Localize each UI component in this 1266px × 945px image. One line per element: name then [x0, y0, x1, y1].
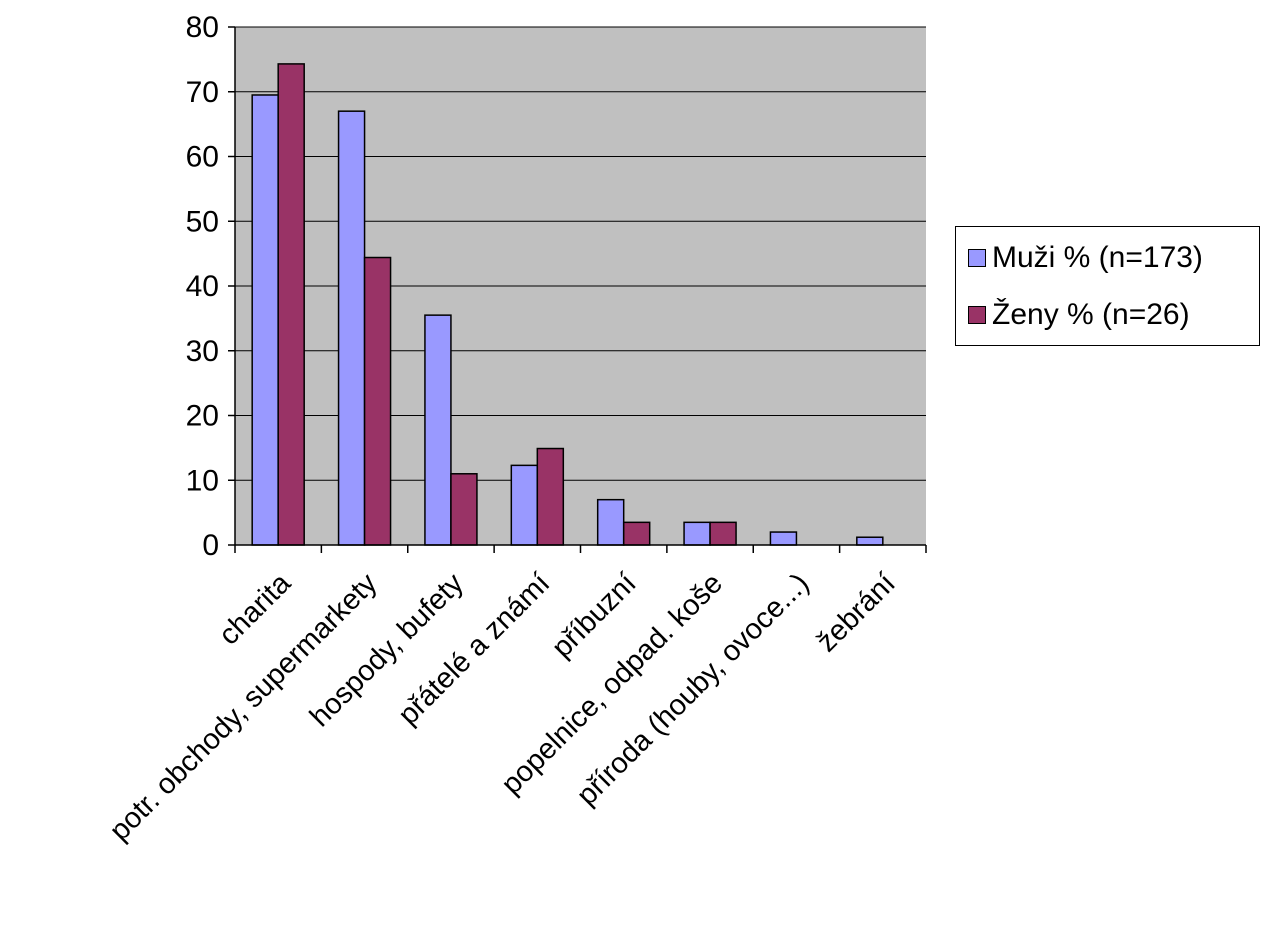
- bar: [536, 447, 565, 546]
- bar: [622, 521, 651, 546]
- bar: [337, 110, 366, 546]
- bar: [510, 464, 539, 546]
- y-tick-labels: 0 10 20 30 40 50 60 70 80: [186, 11, 219, 562]
- legend-swatch-zeny: [968, 306, 986, 324]
- x-tick-label: charita: [213, 567, 298, 652]
- legend-swatch-muzi: [968, 249, 986, 267]
- y-tick-label: 70: [186, 76, 219, 109]
- y-tick-label: 30: [186, 335, 219, 368]
- x-tick-label: žebrání: [811, 567, 902, 658]
- bar: [683, 521, 711, 546]
- y-tick-label: 40: [186, 270, 219, 303]
- axes: [228, 26, 927, 553]
- y-tick-label: 80: [186, 11, 219, 44]
- y-tick-label: 60: [186, 141, 219, 174]
- bar: [450, 473, 478, 546]
- bar: [596, 498, 625, 546]
- bar: [363, 256, 392, 546]
- bar: [769, 531, 798, 546]
- legend-label-zeny: Ženy % (n=26): [992, 298, 1190, 331]
- bar: [709, 521, 737, 546]
- x-tick-label: přátelé a známí: [392, 567, 556, 731]
- legend-item-muzi: Muži % (n=173): [968, 241, 1203, 275]
- bars: [251, 63, 884, 546]
- y-tick-label: 20: [186, 400, 219, 433]
- bar: [424, 314, 452, 546]
- y-tick-label: 10: [186, 464, 219, 497]
- bar: [856, 536, 884, 546]
- bar: [277, 63, 305, 546]
- x-tick-label: hospody, bufety: [304, 567, 470, 733]
- legend-item-zeny: Ženy % (n=26): [968, 298, 1190, 332]
- legend: Muži % (n=173) Ženy % (n=26): [955, 226, 1260, 346]
- bar: [251, 94, 279, 546]
- y-tick-label: 50: [186, 205, 219, 238]
- legend-label-muzi: Muži % (n=173): [992, 241, 1203, 274]
- y-tick-label: 0: [202, 529, 219, 562]
